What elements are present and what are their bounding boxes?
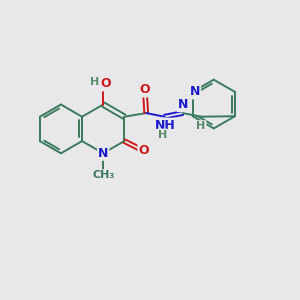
Text: O: O: [100, 77, 111, 90]
Text: N: N: [190, 85, 200, 98]
Text: NH: NH: [155, 119, 176, 132]
Text: H: H: [90, 77, 99, 87]
Text: N: N: [98, 147, 108, 160]
Text: H: H: [196, 121, 206, 131]
Text: H: H: [158, 130, 167, 140]
Text: CH₃: CH₃: [92, 170, 114, 180]
Text: N: N: [178, 98, 188, 111]
Text: O: O: [140, 83, 150, 97]
Text: O: O: [139, 144, 149, 157]
